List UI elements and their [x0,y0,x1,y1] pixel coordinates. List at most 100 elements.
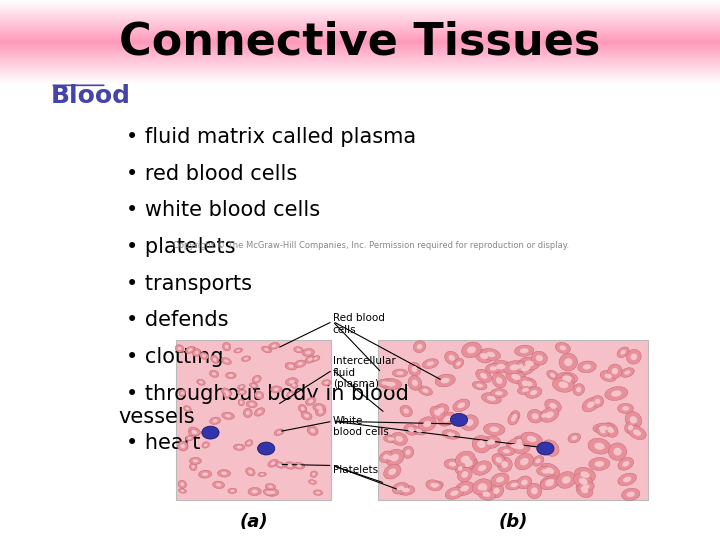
Ellipse shape [526,387,542,399]
Ellipse shape [189,463,197,470]
Ellipse shape [426,480,442,491]
Ellipse shape [598,426,608,430]
Ellipse shape [271,345,276,347]
Ellipse shape [516,439,522,444]
Ellipse shape [308,480,316,484]
Ellipse shape [510,364,520,370]
Ellipse shape [249,403,254,406]
Circle shape [258,442,275,455]
Ellipse shape [540,407,559,422]
Ellipse shape [228,488,237,494]
Circle shape [537,442,554,455]
Ellipse shape [628,425,634,430]
Text: Copyright © The McGraw-Hill Companies, Inc. Permission required for reproduction: Copyright © The McGraw-Hill Companies, I… [173,241,569,250]
Ellipse shape [562,476,571,484]
Ellipse shape [453,399,470,411]
Ellipse shape [402,446,414,458]
Ellipse shape [252,375,261,383]
Ellipse shape [487,440,495,445]
Ellipse shape [221,388,232,396]
Ellipse shape [181,482,184,486]
Ellipse shape [555,342,570,354]
Ellipse shape [478,465,486,471]
Ellipse shape [181,444,185,448]
Ellipse shape [477,383,483,388]
Ellipse shape [559,353,577,371]
Ellipse shape [503,361,526,374]
Text: • defends: • defends [126,310,228,330]
Ellipse shape [316,491,320,494]
Ellipse shape [254,392,264,400]
Ellipse shape [461,415,478,430]
Text: Platelets: Platelets [333,465,378,475]
Ellipse shape [521,432,542,446]
Ellipse shape [271,386,282,393]
Ellipse shape [443,416,451,422]
Ellipse shape [391,433,408,446]
Ellipse shape [461,456,469,463]
Ellipse shape [536,355,543,361]
Ellipse shape [618,403,634,414]
Ellipse shape [487,352,495,357]
Ellipse shape [513,436,526,447]
Ellipse shape [589,457,610,470]
Ellipse shape [408,376,422,390]
Ellipse shape [458,466,463,471]
Ellipse shape [310,471,318,477]
Ellipse shape [572,436,577,440]
Ellipse shape [492,454,506,465]
Ellipse shape [540,476,559,488]
Ellipse shape [477,483,487,490]
Ellipse shape [527,483,542,498]
Ellipse shape [621,350,626,355]
Ellipse shape [531,413,539,419]
Ellipse shape [541,469,549,474]
Text: • throughout body in blood: • throughout body in blood [126,384,409,404]
Ellipse shape [257,394,261,397]
Ellipse shape [225,393,229,396]
Ellipse shape [311,356,320,361]
Ellipse shape [562,375,572,381]
Ellipse shape [480,373,487,379]
Ellipse shape [472,381,487,390]
Ellipse shape [447,433,455,436]
Ellipse shape [278,463,282,467]
Ellipse shape [247,442,251,444]
Ellipse shape [289,393,292,396]
Ellipse shape [506,441,522,451]
Ellipse shape [519,357,540,370]
Ellipse shape [582,484,590,489]
Ellipse shape [188,348,192,352]
Ellipse shape [472,461,492,475]
Ellipse shape [576,387,581,392]
Ellipse shape [517,476,532,489]
Ellipse shape [408,362,420,376]
Ellipse shape [225,345,228,349]
Ellipse shape [490,427,499,432]
Ellipse shape [261,474,264,475]
Ellipse shape [600,370,616,382]
Ellipse shape [257,410,262,414]
Ellipse shape [382,381,388,385]
Ellipse shape [464,459,472,464]
Ellipse shape [573,383,585,395]
Ellipse shape [456,361,461,366]
Ellipse shape [497,457,512,472]
Ellipse shape [464,461,470,465]
Ellipse shape [292,383,296,387]
Ellipse shape [508,413,519,425]
Ellipse shape [213,357,217,361]
Ellipse shape [301,411,312,420]
Ellipse shape [308,357,312,361]
Ellipse shape [179,390,186,396]
Ellipse shape [613,448,621,456]
Ellipse shape [514,443,524,449]
Ellipse shape [607,427,614,433]
Ellipse shape [274,429,284,436]
Ellipse shape [413,341,426,353]
Ellipse shape [387,437,395,441]
Ellipse shape [297,348,301,351]
Ellipse shape [460,485,469,491]
Ellipse shape [518,377,532,390]
Ellipse shape [310,428,315,433]
